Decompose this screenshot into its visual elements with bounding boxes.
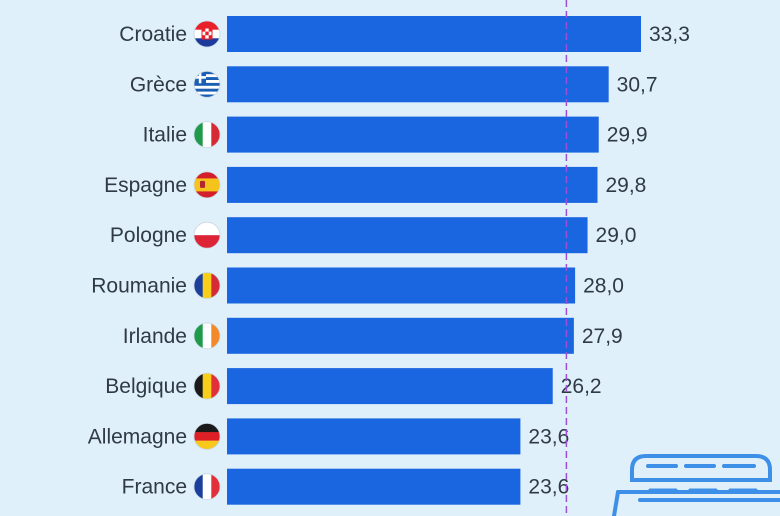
- bar-2: [227, 116, 599, 153]
- bar-4: [227, 217, 588, 254]
- bar-0: [227, 16, 641, 52]
- category-label: Roumanie: [91, 275, 187, 298]
- category-label: Grèce: [130, 73, 187, 96]
- bar-6: [227, 317, 574, 354]
- bar-5: [227, 267, 576, 304]
- germany-flag-icon: [193, 422, 221, 450]
- value-label: 30,7: [617, 73, 658, 96]
- value-label: 33,3: [649, 23, 690, 46]
- italy-flag-icon: [193, 121, 221, 149]
- value-label: 29,8: [605, 174, 646, 197]
- category-label: Espagne: [104, 174, 187, 197]
- spain-flag-icon: [193, 171, 221, 199]
- category-label: Belgique: [105, 375, 187, 398]
- value-label: 29,9: [607, 124, 648, 147]
- value-label: 29,0: [596, 224, 637, 247]
- category-label: Irlande: [123, 325, 187, 348]
- bar-3: [227, 166, 598, 203]
- category-label: Pologne: [110, 224, 187, 247]
- bar-7: [227, 368, 553, 405]
- croatia-flag-icon: [193, 20, 221, 48]
- value-label: 26,2: [561, 375, 602, 398]
- value-label: 23,6: [528, 476, 569, 499]
- category-label: Croatie: [119, 23, 187, 46]
- greece-flag-icon: [193, 70, 221, 98]
- value-label: 28,0: [583, 275, 624, 298]
- category-label: France: [122, 476, 187, 499]
- france-flag-icon: [193, 473, 221, 501]
- belgium-flag-icon: [193, 372, 221, 400]
- category-label: Italie: [143, 124, 187, 147]
- value-label: 27,9: [582, 325, 623, 348]
- romania-flag-icon: [193, 272, 221, 299]
- food-container-icon: [612, 454, 780, 516]
- category-label: Allemagne: [88, 425, 187, 448]
- bar-1: [227, 66, 609, 103]
- poland-flag-icon: [193, 221, 221, 249]
- bar-8: [227, 418, 521, 455]
- ireland-flag-icon: [193, 322, 221, 350]
- bar-9: [227, 468, 521, 505]
- value-label: 23,6: [528, 425, 569, 448]
